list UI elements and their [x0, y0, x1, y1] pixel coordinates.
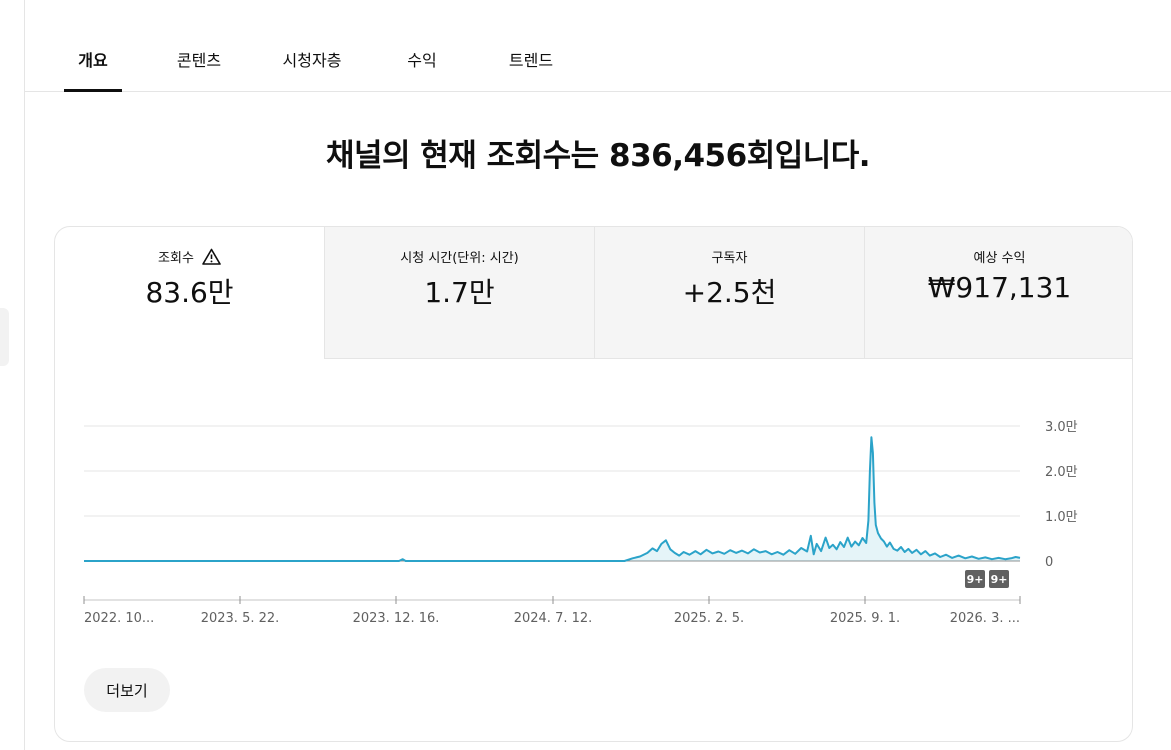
page-headline: 채널의 현재 조회수는 836,456회입니다. [325, 138, 871, 174]
metric-watch-time-value: 1.7만 [424, 276, 495, 309]
x-tick-label: 2025. 2. 5. [674, 611, 744, 626]
metric-watch-time[interactable]: 시청 시간(단위: 시간) 1.7만 [324, 227, 594, 359]
x-tick-label: 2023. 12. 16. [353, 611, 440, 626]
y-tick-label: 0 [1045, 555, 1053, 570]
rail-tab[interactable] [0, 308, 9, 366]
metric-views[interactable]: 조회수 83.6만 [55, 227, 324, 359]
y-tick-label: 3.0만 [1045, 420, 1078, 435]
y-tick-label: 1.0만 [1045, 510, 1078, 525]
metric-subscribers[interactable]: 구독자 +2.5천 [594, 227, 864, 359]
metric-subscribers-value: +2.5천 [682, 276, 777, 309]
x-tick-label: 2025. 9. 1. [830, 611, 900, 626]
metric-revenue-label: 예상 수익 [973, 251, 1026, 266]
event-marker-label: 9+ [991, 573, 1008, 586]
tab-audience-label: 시청자층 [282, 51, 342, 70]
tab-revenue-label: 수익 [407, 51, 437, 70]
metric-estimated-revenue[interactable]: 예상 수익 ₩917,131 [864, 227, 1132, 359]
y-tick-label: 2.0만 [1045, 465, 1078, 480]
x-tick-label: 2023. 5. 22. [201, 611, 280, 626]
tab-trends[interactable]: 트렌드 [499, 48, 563, 92]
event-marker [965, 570, 985, 588]
tab-content-label: 콘텐츠 [176, 51, 222, 70]
tab-trends-label: 트렌드 [508, 51, 554, 70]
tab-revenue[interactable]: 수익 [397, 48, 447, 92]
tab-content[interactable]: 콘텐츠 [167, 48, 231, 92]
x-tick-label: 2024. 7. 12. [514, 611, 593, 626]
views-chart: 0 1.0만 2.0만 3.0만 2022. 10... 2023. 5. 22. 2023… [83, 420, 1078, 626]
metric-views-label: 조회수 [158, 251, 194, 266]
more-button[interactable]: 더보기 [84, 668, 170, 712]
x-tick-label: 2026. 3. ... [950, 611, 1020, 626]
event-marker [989, 570, 1009, 588]
series-line [84, 436, 1021, 562]
warning-triangle-icon[interactable] [202, 248, 221, 265]
metric-subscribers-label: 구독자 [711, 251, 748, 266]
event-marker-label: 9+ [967, 573, 984, 586]
tab-overview[interactable]: 개요 [64, 48, 122, 92]
metric-watch-time-label: 시청 시간(단위: 시간) [400, 251, 519, 266]
metric-views-value: 83.6만 [145, 276, 234, 309]
metric-views-label-row: 조회수 [55, 247, 324, 266]
left-rail [0, 0, 25, 750]
tab-overview-label: 개요 [78, 51, 108, 70]
metric-revenue-value: ₩917,131 [927, 271, 1072, 304]
analytics-card: 조회수 83.6만 시청 시간(단위: 시간) 1.7만 구독자 +2.5천 예… [54, 226, 1133, 742]
series-area [84, 437, 1020, 561]
tab-bar: 개요 콘텐츠 시청자층 수익 트렌드 [25, 0, 1171, 92]
tab-audience[interactable]: 시청자층 [273, 48, 351, 92]
x-tick-label: 2022. 10... [84, 611, 154, 626]
metric-tabs: 조회수 83.6만 시청 시간(단위: 시간) 1.7만 구독자 +2.5천 예… [55, 227, 1132, 359]
